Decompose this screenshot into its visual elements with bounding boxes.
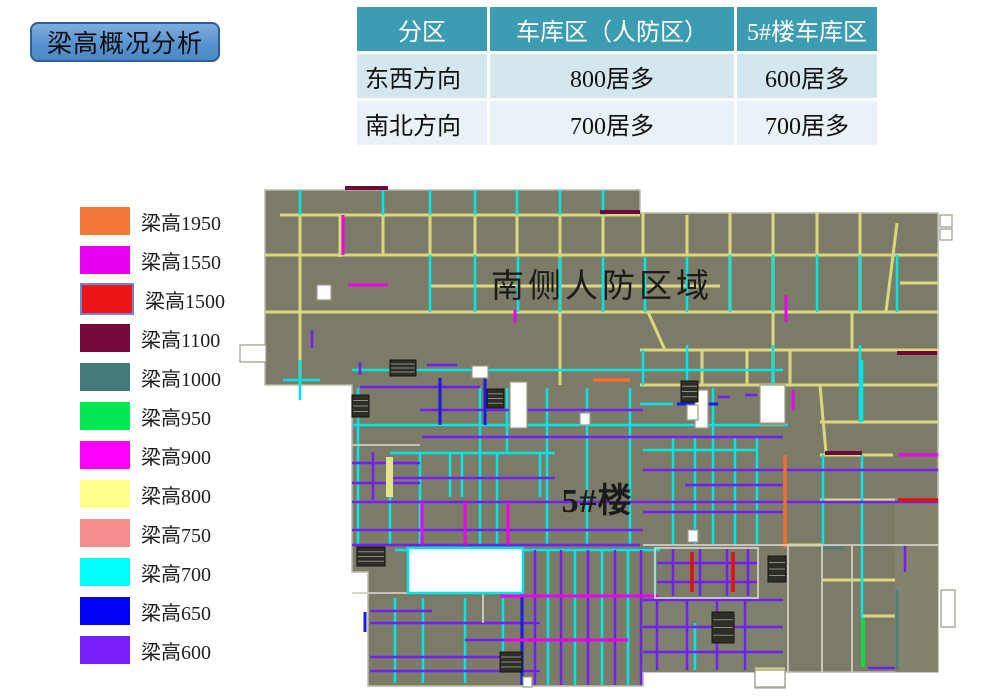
table-header-zone: 分区 (357, 7, 487, 51)
legend-item: 梁高700 (80, 558, 225, 586)
legend-item: 梁高900 (80, 441, 225, 469)
opening (509, 381, 528, 429)
opening (759, 384, 786, 424)
legend-label: 梁高1500 (145, 290, 225, 313)
legend-swatch (80, 636, 130, 664)
table-cell: 800居多 (490, 54, 734, 98)
table-cell: 700居多 (737, 101, 877, 145)
opening (579, 412, 591, 426)
legend-label: 梁高700 (141, 563, 211, 586)
edge-box (940, 589, 956, 628)
legend-label: 梁高1000 (141, 368, 221, 391)
legend-label: 梁高1950 (141, 212, 221, 235)
legend-item: 梁高650 (80, 597, 225, 625)
legend-swatch (80, 283, 134, 315)
legend-swatch (80, 363, 130, 391)
legend-item: 梁高1000 (80, 363, 225, 391)
beam-bar-800 (386, 457, 393, 497)
edge-box (239, 344, 267, 363)
floor-plan: 南侧人防区域 5#楼 (239, 186, 956, 689)
legend-swatch (80, 402, 130, 430)
opening (471, 365, 489, 379)
zone-border (654, 547, 759, 599)
summary-table: 分区 车库区（人防区） 5#楼车库区 东西方向 800居多 600居多 南北方向… (357, 7, 877, 145)
legend-label: 梁高950 (141, 407, 211, 430)
legend-item: 梁高1100 (80, 324, 225, 352)
legend-label: 梁高1100 (141, 329, 221, 352)
edge-box (754, 669, 786, 688)
legend-swatch (80, 441, 130, 469)
opening (686, 404, 699, 421)
table-row-label: 南北方向 (357, 101, 487, 145)
table-cell: 700居多 (490, 101, 734, 145)
label-south-civil-defense-zone: 南侧人防区域 (491, 268, 713, 305)
edge-box (939, 214, 953, 228)
plan-shade (895, 498, 938, 672)
table-header-garage: 车库区（人防区） (490, 7, 734, 51)
opening (687, 529, 699, 543)
opening (316, 284, 332, 301)
legend-label: 梁高900 (141, 446, 211, 469)
legend-swatch (80, 597, 130, 625)
legend-label: 梁高600 (141, 641, 211, 664)
legend-label: 梁高1550 (141, 251, 221, 274)
legend-item: 梁高1950 (80, 207, 225, 235)
table-cell: 600居多 (737, 54, 877, 98)
legend-item: 梁高1550 (80, 246, 225, 274)
beam-yellow (646, 311, 667, 351)
legend-item: 梁高800 (80, 480, 225, 508)
legend-swatch (80, 207, 130, 235)
label-building-5: 5#楼 (562, 482, 633, 520)
beam-yellow (884, 222, 899, 313)
legend-swatch (80, 480, 130, 508)
table-row-label: 东西方向 (357, 54, 487, 98)
legend-item: 梁高600 (80, 636, 225, 664)
opening (522, 676, 533, 688)
legend-item: 梁高1500 (80, 283, 225, 315)
legend-label: 梁高800 (141, 485, 211, 508)
legend-label: 梁高750 (141, 524, 211, 547)
legend-swatch (80, 324, 130, 352)
page-title: 梁高概况分析 (30, 22, 220, 62)
legend-swatch (80, 246, 130, 274)
legend-item: 梁高750 (80, 519, 225, 547)
legend-label: 梁高650 (141, 602, 211, 625)
opening-large (406, 546, 525, 595)
table-header-bldg5: 5#楼车库区 (737, 7, 877, 51)
legend-swatch (80, 558, 130, 586)
legend-item: 梁高950 (80, 402, 225, 430)
legend: 梁高1950 梁高1550 梁高1500 梁高1100 梁高1000 梁高950 梁高900… (80, 207, 225, 675)
legend-swatch (80, 519, 130, 547)
edge-box (939, 228, 953, 241)
beam-yellow (818, 384, 828, 454)
